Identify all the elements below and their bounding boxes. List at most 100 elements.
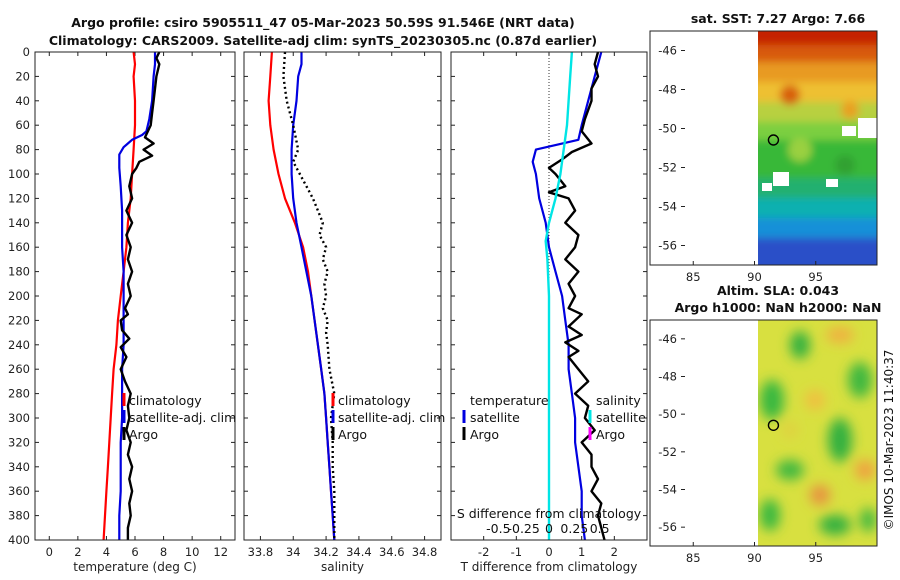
x-tick-label: 10 [185,545,200,559]
map-y-tick-label: -56 [658,520,677,534]
plot-border [450,51,648,541]
x-tick-label: 34.4 [346,545,372,559]
legend-label-argo: Argo [129,427,158,442]
x-tick-label: 34.8 [412,545,438,559]
map-y-tick-label: -50 [658,122,677,136]
map-x-tick-label: 90 [747,551,762,565]
legend-label-sal-argo: Argo [596,427,625,442]
s-tick-label: -0.5 [486,521,510,536]
y-tick-label: 100 [8,167,30,181]
x-tick-label: 6 [131,545,138,559]
y-tick-label: 240 [8,338,30,352]
map-y-tick-label: -52 [658,445,677,459]
x-tick-label: 8 [160,545,167,559]
map-y-tick-label: -54 [658,200,677,214]
map-y-tick-label: -56 [658,239,677,253]
y-tick-label: 200 [8,289,30,303]
sst-map-title: sat. SST: 7.27 Argo: 7.66 [691,11,866,26]
x-tick-label: 4 [103,545,110,559]
sst-heatmap [758,31,877,265]
map-x-tick-label: 95 [808,551,823,565]
x-tick-label: 0 [46,545,53,559]
map-y-tick-label: -48 [658,370,677,384]
map-y-tick-label: -50 [658,407,677,421]
map-y-tick-label: -48 [658,83,677,97]
series-line-temperature-satellite [531,51,603,541]
timestamp: ©IMOS 10-Mar-2023 11:40:37 [882,350,896,531]
legend-title-temperature: temperature [470,393,549,408]
figure-title-line2: Climatology: CARS2009. Satellite-adj cli… [49,33,597,49]
y-tick-label: 400 [8,533,30,547]
y-tick-label: 40 [15,94,30,108]
series-line-climatology [102,51,137,541]
map-x-tick-label: 95 [808,270,823,284]
argo-location-marker [767,419,780,431]
x-tick-label: -2 [478,545,489,559]
s-tick-label: 0.5 [590,521,610,536]
y-tick-label: 140 [8,216,30,230]
plot-border [243,51,442,541]
legend-label-climatology: climatology [129,393,202,408]
y-tick-label: 260 [8,362,30,376]
y-tick-label: 320 [8,435,30,449]
y-tick-label: 20 [15,69,30,83]
legend-label-temp-satellite: satellite [470,410,520,425]
legend-label-argo: Argo [338,427,367,442]
map-x-tick-label: 90 [747,270,762,284]
series-line-satellite-adj-clim [118,52,157,540]
legend-label-satellite: satellite-adj. clim [129,410,236,425]
y-tick-label: 300 [8,411,30,425]
sla-heatmap [758,320,877,546]
y-tick-label: 120 [8,191,30,205]
legend-label-sal-satellite: satellite [596,410,646,425]
sla-map-title-line1: Altim. SLA: 0.043 [717,283,839,298]
salinity-panel: 33.8 34 34.2 34.4 34.6 34.8 salinity [243,51,442,574]
s-tick-label: 0.25 [560,521,588,536]
y-tick-label: 80 [15,143,30,157]
x-axis-label: T difference from climatology [460,560,638,574]
x-axis-label: temperature (deg C) [73,560,196,574]
plot-area [244,52,441,540]
y-tick-label: 60 [15,118,30,132]
sla-map: Altim. SLA: 0.043 Argo h1000: NaN h2000:… [649,283,882,565]
x-tick-label: 33.8 [248,545,274,559]
legend-label-climatology: climatology [338,393,411,408]
map-y-tick-label: -46 [658,44,677,58]
sla-map-title-line2: Argo h1000: NaN h2000: NaN [675,300,882,315]
legend-title-salinity: salinity [596,393,641,408]
s-axis-label: S difference from climatology [457,506,642,521]
temperature-legend: climatology satellite-adj. clim Argo [122,393,236,442]
legend-label-satellite: satellite-adj. clim [338,410,445,425]
x-tick-label: 0 [545,545,552,559]
map-x-tick-label: 85 [686,270,701,284]
y-tick-label: 360 [8,484,30,498]
x-tick-label: -1 [511,545,522,559]
y-tick-label: 380 [8,509,30,523]
difference-legend: temperature satellite Argo salinity sate… [462,393,646,442]
series-line-temperature-argo [547,51,606,541]
x-axis-label: salinity [321,560,364,574]
map-y-tick-label: -52 [658,161,677,175]
series-line-salinity-satellite [544,51,574,540]
map-y-tick-label: -54 [658,483,677,497]
x-tick-label: 34 [286,545,301,559]
y-tick-label: 340 [8,460,30,474]
sst-map: sat. SST: 7.27 Argo: 7.66 [649,11,878,284]
series-line-satellite-adj-clim [290,52,336,541]
y-tick-label: 160 [8,240,30,254]
y-tick-label: 0 [23,45,30,59]
map-x-tick-label: 85 [686,551,701,565]
difference-panel: -2 -1 0 1 2T difference from climatology S di… [450,51,648,574]
s-tick-label: 0 [545,521,553,536]
legend-label-temp-argo: Argo [470,427,499,442]
x-tick-label: 34.2 [313,545,339,559]
temperature-panel: 0 2 4 6 8 10 120204060801001201401601802002202… [8,45,236,574]
map-y-tick-label: -46 [658,332,677,346]
argo-location-marker [767,134,780,146]
x-tick-label: 12 [213,545,228,559]
x-tick-label: 2 [74,545,81,559]
y-tick-label: 180 [8,265,30,279]
series-line-argo [282,51,336,540]
y-tick-label: 220 [8,313,30,327]
